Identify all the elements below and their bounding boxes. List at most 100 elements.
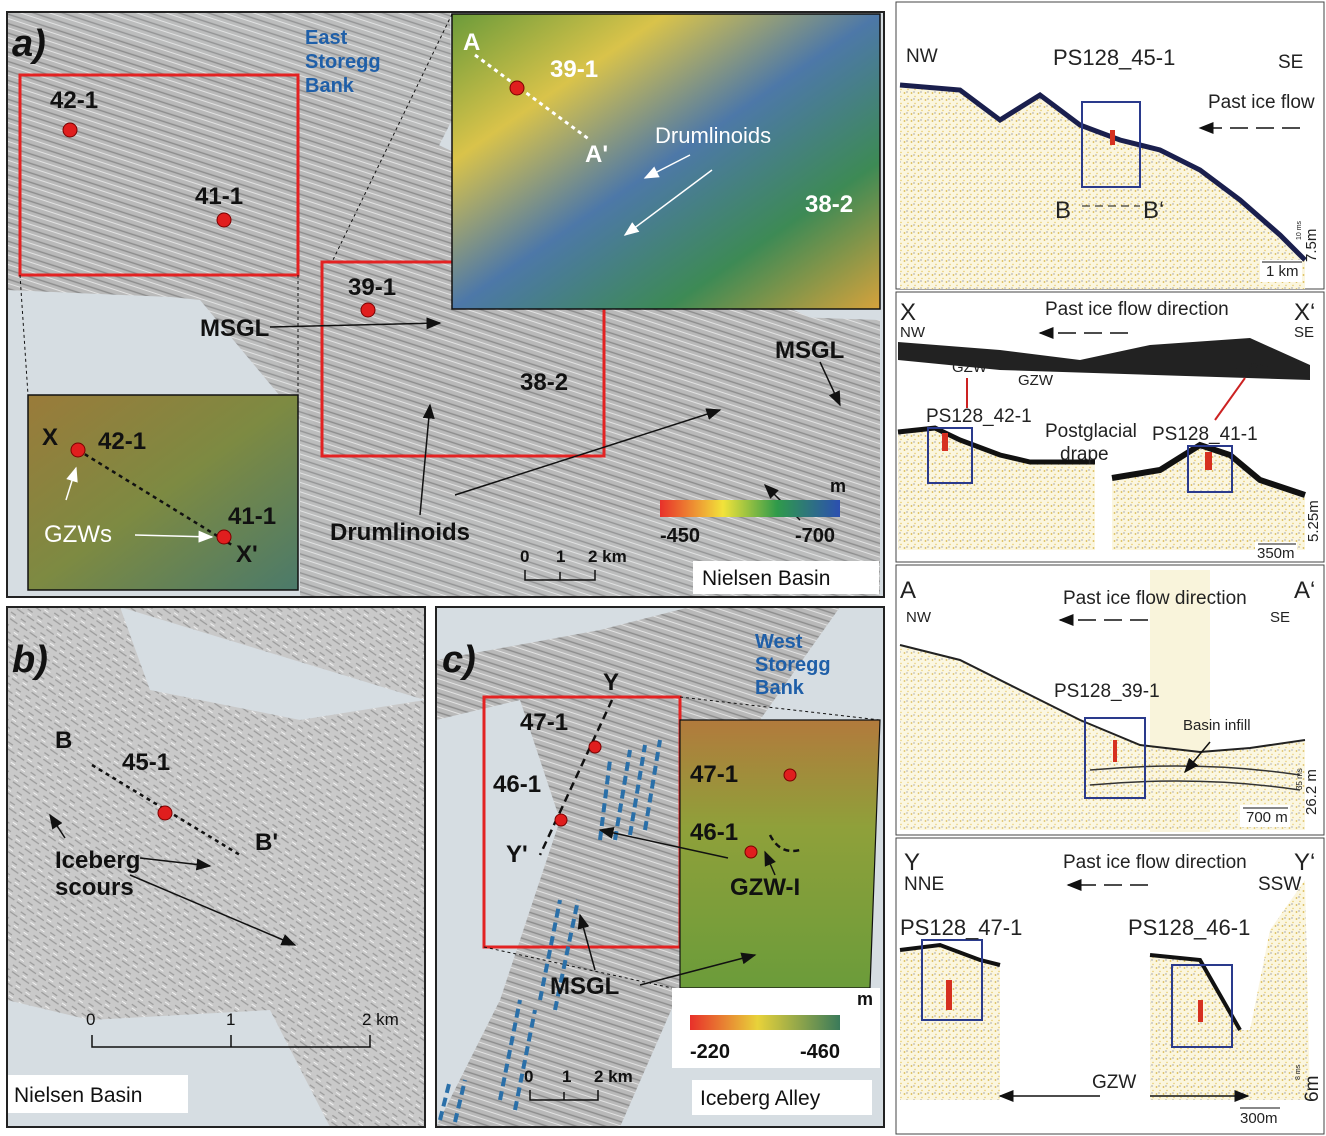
profile-end: Y: [603, 669, 619, 696]
site-label: 39-1: [348, 274, 396, 301]
vscale: 26.2 m: [1303, 769, 1320, 815]
flow: Past ice flow direction: [1045, 299, 1229, 320]
site-dot: [745, 846, 757, 858]
colorbar-unit: m: [857, 989, 873, 1009]
direction: NW: [906, 46, 938, 67]
scale-label: 350m: [1257, 545, 1295, 562]
scale-label: 1: [562, 1067, 571, 1086]
site-label: 47-1: [520, 709, 568, 736]
profile-end: Y: [904, 849, 920, 876]
profile-end: X: [42, 424, 58, 451]
scale-label: 0: [520, 547, 529, 566]
figure: a) East Storegg Bank 42-1 41-1 39-1 38-2…: [0, 0, 1326, 1136]
vscale: 7.5m: [1303, 229, 1320, 262]
scale-label: 300m: [1240, 1110, 1278, 1127]
profile-end: B: [1055, 197, 1071, 224]
bank-name: Storegg: [755, 654, 831, 676]
site-label: 47-1: [690, 761, 738, 788]
place-name: Nielsen Basin: [14, 1084, 142, 1107]
scale-label: 1: [226, 1010, 235, 1029]
drape: drape: [1060, 444, 1109, 465]
direction: SE: [1278, 52, 1303, 73]
station: PS128_45-1: [1053, 45, 1175, 70]
scale-label: 1: [556, 547, 565, 566]
profile-end: A: [900, 577, 916, 604]
drumlinoids-label: Drumlinoids: [655, 123, 771, 148]
direction: SSW: [1258, 874, 1301, 895]
ms: 10 ms: [1296, 220, 1303, 240]
profile-end: Y‘: [1294, 849, 1315, 876]
inset-top: [452, 14, 880, 309]
profiles: NW PS128_45-1 SE Past ice flow B B‘ 1 km…: [896, 2, 1324, 1134]
gzw-label: GZW: [1234, 359, 1270, 376]
bank-name: Bank: [755, 677, 805, 699]
station: PS128_42-1: [926, 406, 1032, 427]
direction: NNE: [904, 874, 944, 895]
station: PS128_46-1: [1128, 915, 1250, 940]
msgl-label: MSGL: [200, 315, 269, 342]
colorbar-unit: m: [830, 476, 846, 496]
scours-label: scours: [55, 874, 134, 901]
scale-label: 700 m: [1246, 809, 1288, 826]
station: PS128_47-1: [900, 915, 1022, 940]
site-dot: [784, 769, 796, 781]
site-label: 38-2: [520, 369, 568, 396]
site-dot: [217, 213, 231, 227]
profile-end: X: [900, 299, 916, 326]
colorbar-max: -700: [795, 525, 835, 547]
bank-name: West: [755, 631, 803, 653]
site-dot: [71, 443, 85, 457]
direction: SE: [1270, 609, 1290, 626]
scale-label: 2 km: [594, 1067, 633, 1086]
bank-name: Storegg: [305, 51, 381, 73]
core: [946, 980, 952, 1010]
vscale: 6m: [1302, 1076, 1323, 1102]
place-name: Nielsen Basin: [702, 567, 830, 590]
site-dot: [158, 806, 172, 820]
site-label: 42-1: [98, 428, 146, 455]
site-label: 41-1: [228, 503, 276, 530]
profile-end: A: [463, 29, 480, 56]
scours-label: Iceberg: [55, 847, 140, 874]
core: [1198, 1000, 1203, 1022]
scale-label: 0: [524, 1067, 533, 1086]
panel-c: c) West Storegg Bank Y Y' 47-1 46-1 47-1…: [436, 607, 884, 1127]
vscale: 5.25m: [1305, 500, 1322, 542]
site-dot: [63, 123, 77, 137]
panel-label: a): [12, 23, 46, 65]
gzws-label: GZWs: [44, 521, 112, 548]
core: [1205, 452, 1212, 470]
profile-end: B': [255, 829, 278, 856]
site-dot: [589, 741, 601, 753]
place-name: Iceberg Alley: [700, 1087, 821, 1110]
profile-end: B: [55, 727, 72, 754]
flow: Past ice flow direction: [1063, 852, 1247, 873]
site-label: 38-2: [805, 191, 853, 218]
site-dot: [217, 530, 231, 544]
site-dot: [555, 814, 567, 826]
profile-end: A': [585, 141, 608, 168]
drape: Postglacial: [1045, 421, 1137, 442]
flow: Past ice flow direction: [1063, 588, 1247, 609]
site-dot: [361, 303, 375, 317]
panel-label: c): [442, 639, 476, 681]
site-label: 39-1: [550, 56, 598, 83]
profile-end: X‘: [1294, 299, 1315, 326]
colorbar-max: -460: [800, 1041, 840, 1063]
gzw-label: GZW: [1018, 372, 1054, 389]
ms: 8 ms: [1295, 1064, 1302, 1080]
scale-label: 1 km: [1266, 263, 1299, 280]
flow: Past ice flow: [1208, 92, 1315, 113]
colorbar: [690, 1015, 840, 1030]
colorbar: [660, 500, 840, 517]
panel-b: b) B B' 45-1 Iceberg scours 0 1 2 km Nie…: [7, 607, 425, 1127]
ms: 35 ms: [1295, 768, 1304, 790]
site-label: 41-1: [195, 183, 243, 210]
direction: NW: [900, 324, 926, 341]
msgl-label: MSGL: [550, 973, 619, 1000]
msgl-label: MSGL: [775, 337, 844, 364]
gzw-label: GZW: [1092, 1072, 1136, 1093]
drumlinoids-label: Drumlinoids: [330, 519, 470, 546]
site-label: 42-1: [50, 87, 98, 114]
direction: NW: [906, 609, 932, 626]
